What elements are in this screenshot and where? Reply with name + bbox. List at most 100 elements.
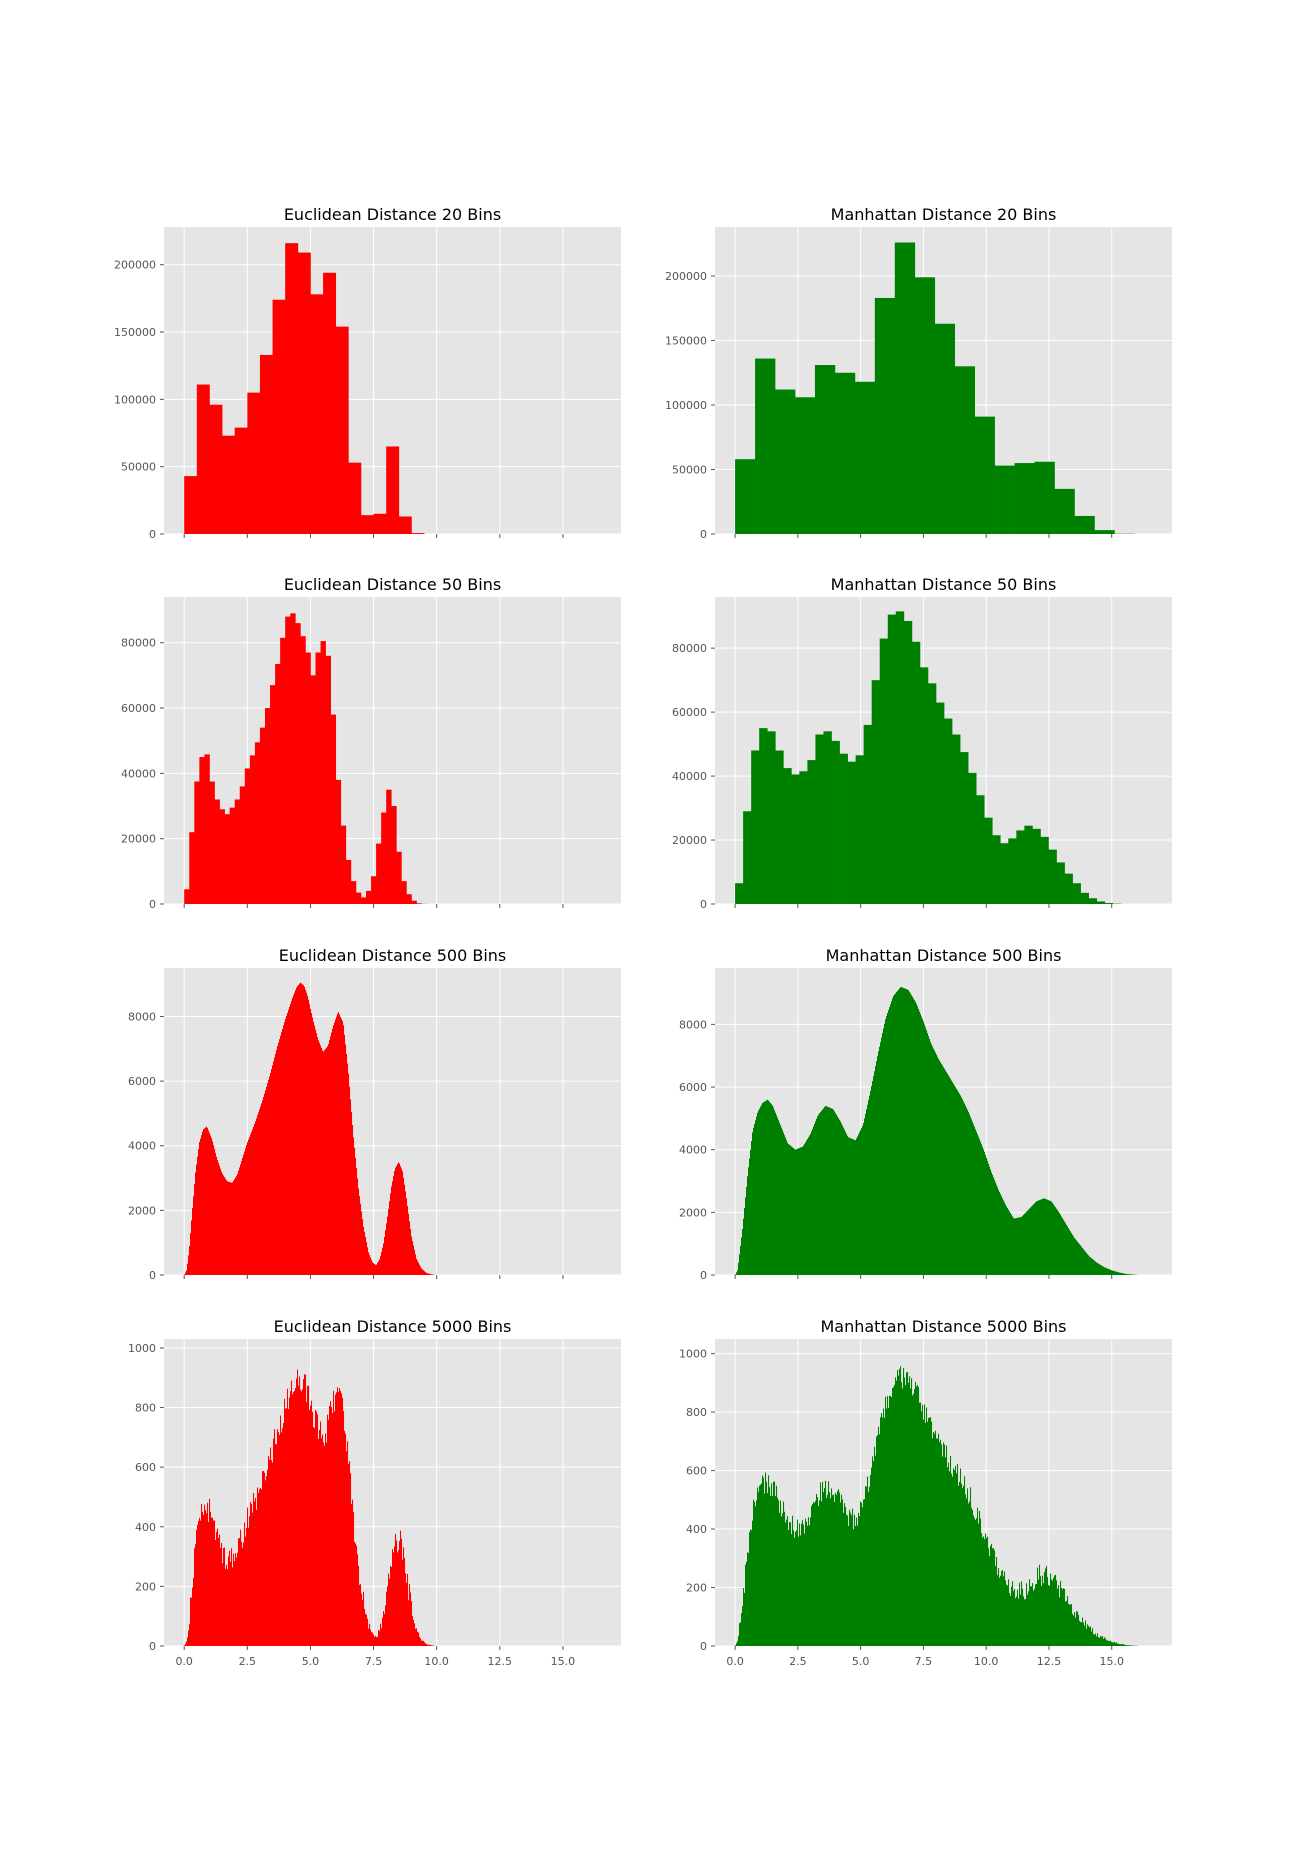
y-tick-label: 60000 <box>672 706 707 719</box>
histogram-bar <box>1014 1218 1016 1275</box>
y-tick-label: 0 <box>700 528 707 541</box>
histogram-bar <box>190 1597 192 1646</box>
y-tick-label: 0 <box>149 1269 156 1282</box>
histogram-bar <box>930 1417 932 1646</box>
x-tick-label: 5.0 <box>852 1655 870 1668</box>
histogram-bar <box>782 1130 784 1275</box>
histogram-bar <box>1085 1620 1087 1646</box>
histogram-bar <box>772 1495 774 1646</box>
histogram-bar <box>379 1630 381 1646</box>
y-tick-label: 0 <box>149 1640 156 1653</box>
histogram-bar <box>794 1537 796 1646</box>
y-tick-label: 4000 <box>128 1140 156 1153</box>
histogram-bar <box>811 1506 813 1646</box>
histogram-bar <box>239 1167 241 1275</box>
histogram-bar <box>768 1475 770 1646</box>
histogram-bar <box>1021 1216 1023 1275</box>
histogram-bar <box>221 1171 223 1275</box>
histogram-bar <box>1001 1571 1003 1646</box>
histogram-bar <box>788 1529 790 1646</box>
histogram-bar <box>340 825 347 904</box>
histogram-bar <box>814 1502 816 1646</box>
x-tick-label: 12.5 <box>488 1655 513 1668</box>
histogram-bar <box>320 1421 322 1646</box>
histogram-bar <box>336 1016 338 1275</box>
histogram-bar <box>793 1530 795 1646</box>
histogram-bar <box>254 742 261 904</box>
histogram-bar <box>1103 1638 1105 1646</box>
histogram-bar <box>842 1499 844 1646</box>
histogram-bar <box>979 1139 981 1275</box>
histogram-bar <box>737 1641 739 1646</box>
histogram-bar <box>186 1641 188 1646</box>
histogram-bar <box>748 1167 750 1275</box>
histogram-bar <box>364 1231 366 1275</box>
histogram-bar <box>251 1131 253 1275</box>
histogram-bar <box>229 1182 231 1275</box>
histogram-bar <box>952 734 961 904</box>
histogram-bar <box>388 1573 390 1646</box>
histogram-bar <box>275 1443 277 1646</box>
histogram-bar <box>928 1417 930 1646</box>
histogram-bar <box>870 1474 872 1646</box>
histogram-bar <box>337 1013 339 1275</box>
histogram-bar <box>1104 1637 1106 1646</box>
histogram-bar <box>974 1126 976 1275</box>
histogram-bar <box>940 1062 942 1275</box>
histogram-bar <box>903 987 905 1275</box>
histogram-bar <box>194 781 200 904</box>
histogram-bar <box>234 427 248 534</box>
histogram-bar <box>863 1499 865 1646</box>
histogram-bar <box>301 983 303 1275</box>
histogram-bar <box>847 1135 849 1275</box>
histogram-bar <box>960 1095 962 1275</box>
histogram-bar <box>1036 1201 1038 1275</box>
histogram-bar <box>798 1536 800 1646</box>
histogram-bar <box>1115 1643 1117 1646</box>
histogram-bar <box>789 1522 791 1646</box>
histogram-bar <box>851 1138 853 1275</box>
histogram-bar <box>398 1550 400 1646</box>
histogram-bar <box>859 1132 861 1275</box>
histogram-bar <box>240 1529 242 1646</box>
histogram-bar <box>352 1124 354 1275</box>
histogram-bar <box>314 1025 316 1275</box>
histogram-bar <box>1034 1203 1036 1275</box>
histogram-bar <box>374 1636 376 1646</box>
histogram-bar <box>190 1233 192 1275</box>
histogram-bar <box>1069 1604 1071 1646</box>
histogram-bar <box>281 1432 283 1646</box>
histogram-bar <box>1050 1573 1052 1646</box>
histogram-bar <box>1089 1627 1091 1646</box>
histogram-bar <box>848 1137 850 1275</box>
histogram-bar <box>1076 1240 1078 1275</box>
histogram-bar <box>1000 1575 1002 1646</box>
histogram-bar <box>426 1272 428 1275</box>
histogram-bar <box>1016 1218 1018 1275</box>
histogram-bar <box>389 1201 391 1275</box>
histogram-bar <box>941 1063 943 1275</box>
histogram-bar <box>831 740 840 904</box>
histogram-bar <box>372 1262 374 1275</box>
histogram-bar <box>1121 1644 1123 1646</box>
histogram-bar <box>762 1103 764 1275</box>
histogram-bar <box>783 1501 785 1646</box>
histogram-bar <box>1073 1236 1075 1275</box>
histogram-bar <box>430 1644 432 1646</box>
histogram-bar <box>371 1260 373 1275</box>
histogram-bar <box>779 1122 781 1275</box>
y-tick-label: 1000 <box>679 1348 707 1361</box>
histogram-bar <box>1116 1271 1118 1275</box>
histogram-bar <box>366 1614 368 1646</box>
histogram-bar <box>991 1543 993 1646</box>
histogram-bar <box>927 1033 929 1275</box>
histogram-bar <box>874 1446 876 1646</box>
histogram-bar <box>998 1567 1000 1646</box>
histogram-bar <box>939 1060 941 1275</box>
histogram-bar <box>753 1499 755 1646</box>
histogram-bar <box>1008 838 1017 904</box>
histogram-bar <box>822 1481 824 1646</box>
histogram-bar <box>1072 883 1081 904</box>
bars <box>184 613 427 904</box>
histogram-bar <box>378 1261 380 1275</box>
